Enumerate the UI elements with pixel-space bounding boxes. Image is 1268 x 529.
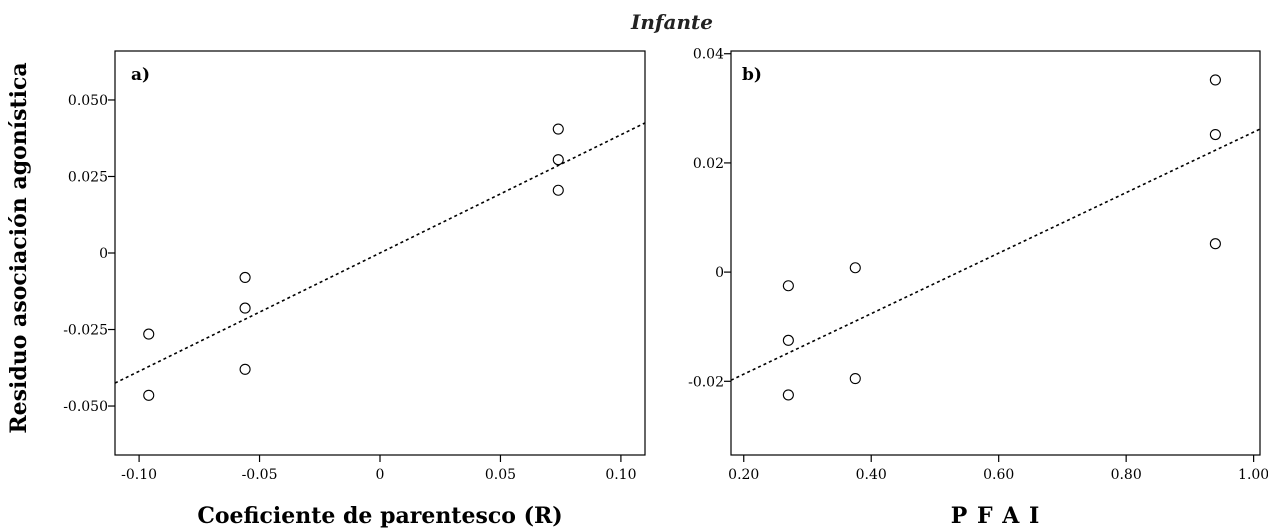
chart-0-data-point xyxy=(552,154,564,166)
chart-1-data-point xyxy=(782,389,794,401)
chart-0-data-point xyxy=(239,271,251,284)
chart-0-data-point xyxy=(239,363,251,375)
chart-1-fit-line xyxy=(730,128,1261,381)
chart-1-y-tick-label: -0.02 xyxy=(688,374,724,390)
panel-a: -0.10 -0.05 0 0.05 0.10-0.050-0.02500.0250.0… xyxy=(6,50,646,529)
chart-1-x-tick-label: 0.60 xyxy=(983,467,1014,483)
chart-1-data-point xyxy=(849,373,861,385)
chart-0-fit-line xyxy=(114,122,646,384)
chart-1-x-axis-title: P F A I xyxy=(951,503,1041,529)
chart-1-data-point xyxy=(849,262,861,274)
chart-0-data-point xyxy=(552,123,564,135)
chart-0-y-tick-label: 0.050 xyxy=(68,93,108,109)
chart-0-x-tick-label: -0.05 xyxy=(242,467,278,483)
chart-0-y-tick-label: 0.025 xyxy=(68,169,108,185)
chart-0-x-tick-label: 0.05 xyxy=(485,467,516,483)
chart-0-x-axis-title: Coeficiente de parentesco (R) xyxy=(197,503,562,529)
chart-0-panel-label: a) xyxy=(131,65,150,85)
chart-1-data-point xyxy=(1209,128,1221,141)
chart-1-plot-frame xyxy=(730,50,1261,456)
chart-0-x-tick-label: 0.10 xyxy=(605,467,636,483)
chart-1-data-point xyxy=(782,334,794,346)
chart-1-y-tick-label: 0.04 xyxy=(693,47,724,63)
chart-0-data-point xyxy=(552,184,564,196)
chart-1-data-point xyxy=(1209,238,1221,250)
chart-1-x-tick-label: 0.40 xyxy=(856,467,887,483)
chart-0-data-point xyxy=(143,328,155,340)
chart-1-x-tick-label: 1.00 xyxy=(1238,467,1268,483)
chart-1-data-point xyxy=(782,280,794,292)
chart-0-data-point xyxy=(239,302,251,314)
chart-1-x-tick-label: 0.80 xyxy=(1111,467,1142,483)
chart-1-data-point xyxy=(1209,74,1221,86)
chart-0-y-tick-label: 0 xyxy=(99,246,108,262)
figure-title: Infante xyxy=(630,10,713,34)
chart-1-y-tick-label: 0.02 xyxy=(693,156,724,172)
chart-1-y-tick-label: 0 xyxy=(715,265,724,281)
chart-0-data-point xyxy=(143,389,155,401)
panel-b: 0.20 0.40 0.60 0.80 1.00 -0.02 0 0.02 0.04 b) P F … xyxy=(688,47,1268,529)
chart-1-x-tick-label: 0.20 xyxy=(728,467,759,483)
chart-0-x-tick-label: -0.10 xyxy=(121,467,157,483)
chart-1-panel-label: b) xyxy=(742,65,762,85)
chart-0-x-tick-label: 0 xyxy=(376,467,385,483)
chart-0-y-tick-label: -0.025 xyxy=(63,323,108,339)
chart-0-y-axis-title: Residuo asociación agonística xyxy=(6,62,32,433)
chart-0-y-tick-label: -0.050 xyxy=(63,399,108,415)
